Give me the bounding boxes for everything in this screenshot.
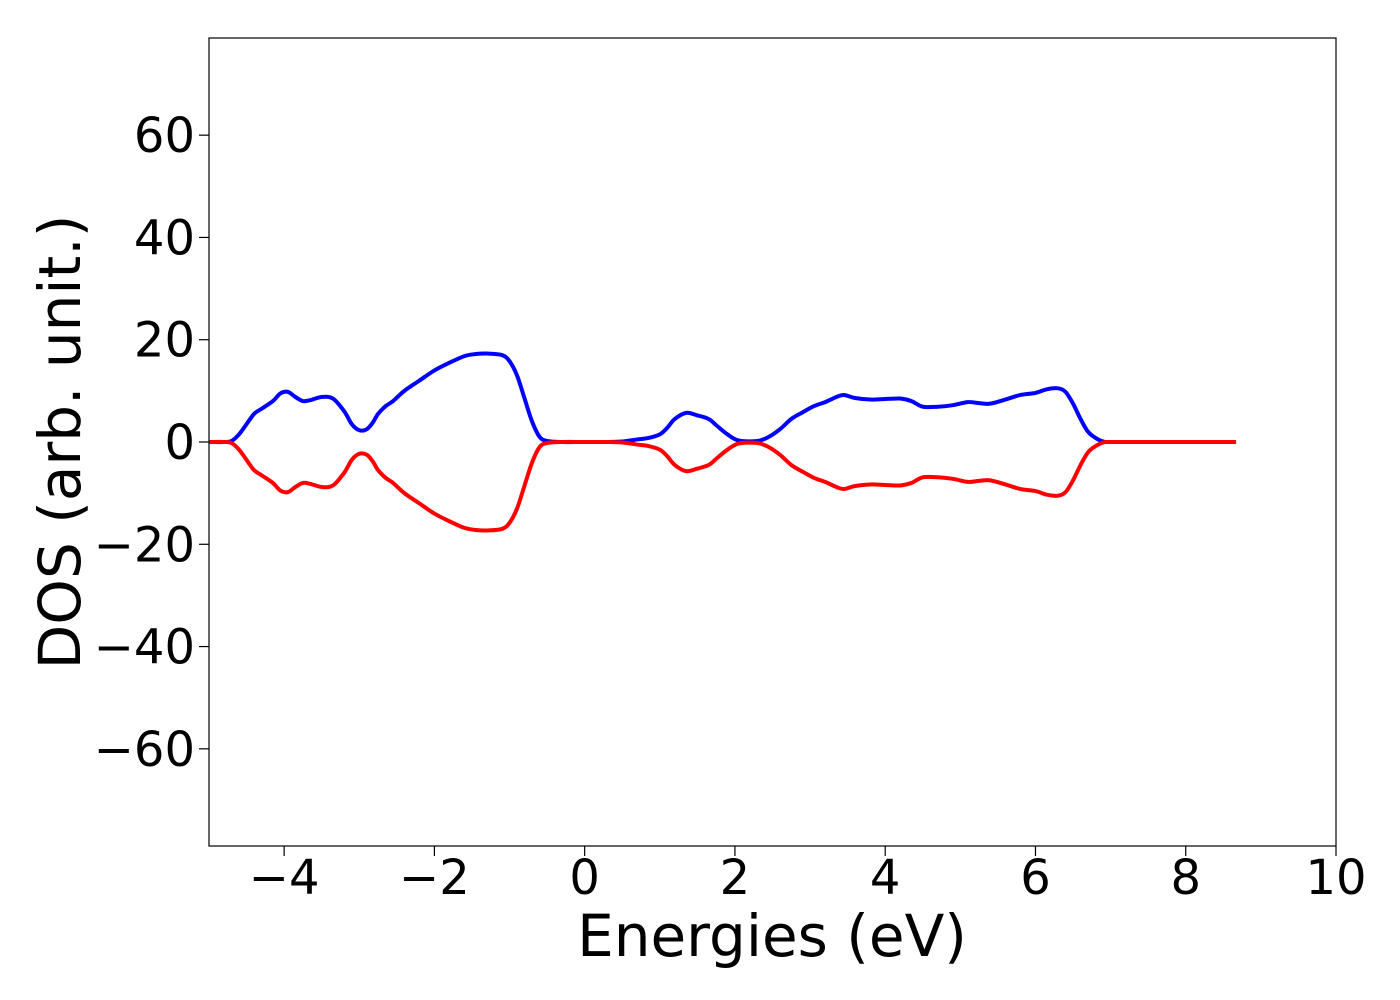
dos-series-line-2 xyxy=(209,439,1237,533)
x-tick-label: 0 xyxy=(569,850,600,906)
dos-series-line-1 xyxy=(209,351,1237,445)
x-tick-label: 8 xyxy=(1170,850,1201,906)
x-tick-label: −4 xyxy=(249,850,320,906)
x-tick-label: 10 xyxy=(1305,850,1366,906)
x-tick-label: −2 xyxy=(399,850,470,906)
series-layer xyxy=(209,351,1237,533)
y-tick-label: 0 xyxy=(164,415,195,471)
x-tick-label: 4 xyxy=(870,850,901,906)
x-axis: −4 −2 0 2 4 6 8 10 xyxy=(249,846,1367,906)
y-tick-label: 20 xyxy=(134,313,195,369)
y-axis-label: DOS (arb. unit.) xyxy=(26,215,94,670)
y-axis: 60 40 20 0 −20 −40 −60 xyxy=(94,108,209,778)
y-tick-label: −60 xyxy=(94,722,195,778)
y-tick-label: −20 xyxy=(94,517,195,573)
y-tick-label: 60 xyxy=(134,108,195,164)
x-axis-label: Energies (eV) xyxy=(577,902,967,970)
x-tick-label: 2 xyxy=(720,850,751,906)
y-tick-label: 40 xyxy=(134,210,195,266)
x-tick-label: 6 xyxy=(1020,850,1051,906)
y-tick-label: −40 xyxy=(94,620,195,676)
